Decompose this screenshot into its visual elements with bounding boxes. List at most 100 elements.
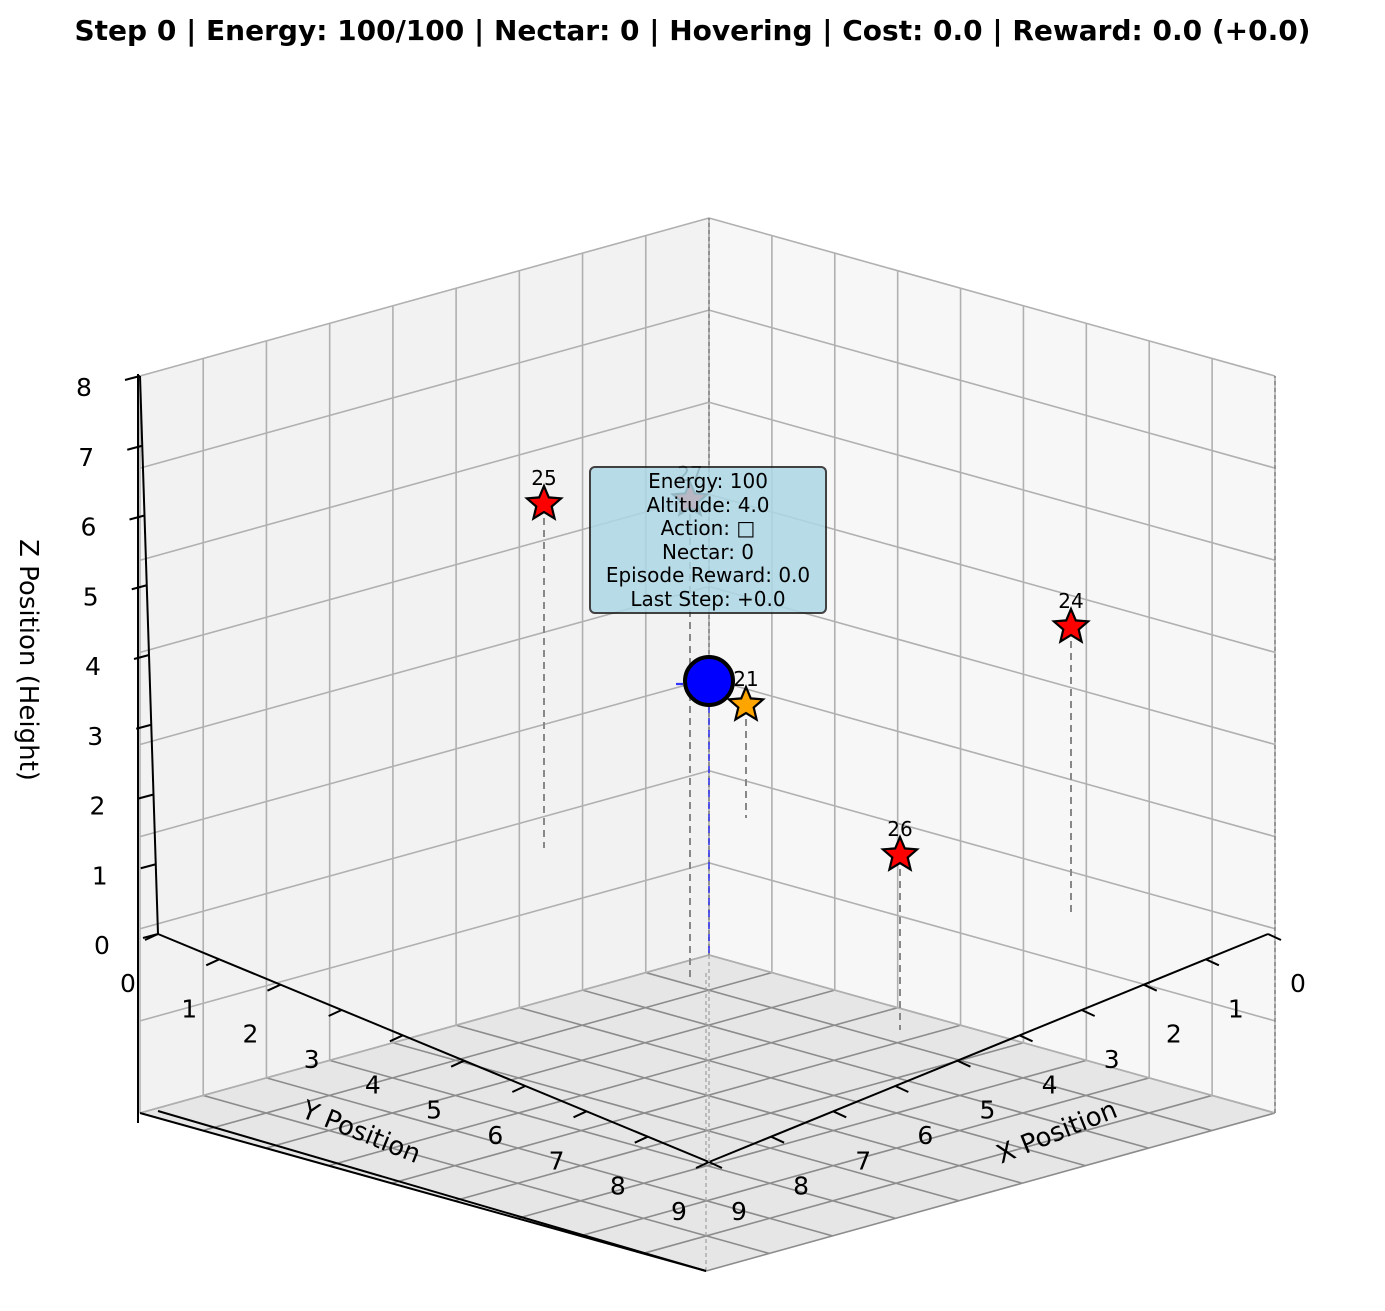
right-grid-z bbox=[708, 769, 1276, 930]
flower-24-label: 24 bbox=[1058, 589, 1083, 613]
z-tick-label: 6 bbox=[81, 513, 97, 542]
flower-26-label: 26 bbox=[887, 817, 912, 841]
x-axis-line bbox=[139, 1112, 707, 1272]
x-tick-mark bbox=[894, 1085, 909, 1093]
z-axis-label: Z Position (Height) bbox=[13, 539, 43, 781]
right-grid-z bbox=[708, 309, 1276, 469]
y-axis-line bbox=[157, 933, 710, 1163]
y-tick-mark bbox=[511, 1085, 526, 1093]
z-tick-label: 3 bbox=[87, 722, 103, 751]
x-tick-mark bbox=[770, 1135, 785, 1144]
floor-grid-y bbox=[519, 1006, 1086, 1167]
floor-grid-y bbox=[329, 1059, 896, 1220]
floor-grid-x bbox=[580, 1077, 1150, 1237]
z-tick-mark bbox=[140, 863, 157, 870]
y-axis-line-hidden bbox=[157, 1110, 707, 1272]
y-tick-mark bbox=[573, 1110, 587, 1119]
y-tick-label: 0 bbox=[120, 969, 136, 998]
z-tick-label: 1 bbox=[92, 861, 108, 890]
flower-26-star bbox=[880, 834, 920, 872]
info-episode-reward: Episode Reward: 0.0 bbox=[605, 563, 811, 588]
flower-24-star bbox=[1051, 606, 1091, 644]
y-tick-mark bbox=[634, 1135, 649, 1144]
x-tick-label: 3 bbox=[1104, 1045, 1120, 1074]
info-altitude: Altitude: 4.0 bbox=[646, 492, 770, 517]
x-tick-label: 9 bbox=[731, 1197, 747, 1226]
y-tick-label: 7 bbox=[549, 1146, 565, 1175]
x-tick-label: 8 bbox=[793, 1172, 809, 1201]
z-tick-mark bbox=[124, 375, 141, 381]
y-tick-label: 3 bbox=[304, 1045, 320, 1074]
axis-lines bbox=[124, 374, 1282, 1272]
tick-labels: 0 1 2 3 4 5 6 7 8 9 0 1 2 3 4 5 6 7 8 9 0 1 2 3 4 5 6 7 8 bbox=[76, 373, 1306, 1226]
floor-grid-x bbox=[328, 1006, 898, 1167]
z-tick-label: 0 bbox=[94, 931, 110, 960]
x-tick-mark bbox=[1143, 983, 1158, 992]
y-tick-label: 4 bbox=[365, 1070, 381, 1099]
z-tick-label: 7 bbox=[78, 443, 94, 472]
y-tick-label: 8 bbox=[610, 1172, 626, 1201]
flower-21-star bbox=[726, 684, 766, 722]
z-tick-mark bbox=[129, 514, 145, 521]
left-grid-z bbox=[139, 309, 710, 469]
x-tick-label: 1 bbox=[1228, 994, 1244, 1023]
right-grid-z bbox=[708, 401, 1276, 562]
z-tick-mark bbox=[126, 444, 143, 451]
x-tick-label: 7 bbox=[855, 1146, 871, 1175]
left-grid-z bbox=[139, 769, 710, 930]
floor-grid-y bbox=[392, 1042, 960, 1202]
left-grid-z bbox=[139, 862, 710, 1022]
flower-21-label: 21 bbox=[733, 667, 758, 691]
x-tick-label: 5 bbox=[979, 1096, 995, 1125]
floor-grid-x bbox=[705, 1112, 1276, 1272]
y-tick-label: 2 bbox=[242, 1020, 258, 1049]
info-last-step: Last Step: +0.0 bbox=[630, 586, 786, 611]
agent-marker bbox=[683, 655, 735, 707]
left-grid-z bbox=[139, 677, 710, 838]
floor-grid-x bbox=[642, 1094, 1213, 1255]
x-tick-mark bbox=[1081, 1009, 1096, 1017]
floor-grid-x bbox=[391, 1024, 961, 1184]
y-tick-mark bbox=[389, 1034, 404, 1043]
x-tick-label: 6 bbox=[917, 1121, 933, 1150]
x-tick-label: 2 bbox=[1166, 1020, 1182, 1049]
z-tick-label: 2 bbox=[90, 792, 106, 821]
z-tick-mark bbox=[131, 584, 148, 591]
y-tick-label: 5 bbox=[426, 1096, 442, 1125]
chart-title: Step 0 | Energy: 100/100 | Nectar: 0 | H… bbox=[74, 14, 1311, 47]
flower-25-star bbox=[524, 483, 564, 521]
left-grid-z bbox=[139, 954, 710, 1114]
z-tick-mark bbox=[138, 793, 154, 800]
y-tick-label: 1 bbox=[181, 994, 197, 1023]
floor-grid-y bbox=[455, 1024, 1023, 1184]
floor-grid-y bbox=[266, 1077, 833, 1237]
y-tick-label: 6 bbox=[487, 1121, 503, 1150]
y-tick-mark bbox=[267, 983, 281, 992]
y-tick-mark bbox=[205, 958, 220, 967]
x-tick-mark bbox=[832, 1110, 847, 1119]
x-tick-mark bbox=[708, 1161, 723, 1169]
z-tick-label: 8 bbox=[76, 373, 92, 402]
right-grid-z bbox=[708, 217, 1276, 377]
info-nectar: Nectar: 0 bbox=[661, 539, 755, 564]
z-tick-label: 5 bbox=[83, 582, 99, 611]
info-box bbox=[589, 466, 827, 614]
floor-grid-y bbox=[203, 1094, 770, 1255]
x-tick-mark bbox=[957, 1059, 971, 1068]
info-action: Action: □ bbox=[660, 516, 756, 541]
y-tick-label: 9 bbox=[671, 1197, 687, 1226]
x-tick-label: 0 bbox=[1290, 969, 1306, 998]
floor-grid-x bbox=[202, 971, 773, 1132]
z-tick-mark bbox=[142, 933, 159, 939]
floor-grid-x bbox=[517, 1059, 1087, 1220]
right-grid-z bbox=[708, 677, 1276, 838]
floor-grid-x bbox=[454, 1042, 1024, 1202]
floor-grid-y bbox=[645, 971, 1212, 1132]
z-tick-mark bbox=[133, 654, 150, 660]
left-grid-z bbox=[139, 401, 710, 562]
info-energy: Energy: 100 bbox=[648, 469, 768, 493]
x-tick-mark bbox=[1205, 958, 1220, 967]
flower-25-label: 25 bbox=[531, 466, 556, 490]
z-tick-label: 4 bbox=[85, 652, 101, 681]
